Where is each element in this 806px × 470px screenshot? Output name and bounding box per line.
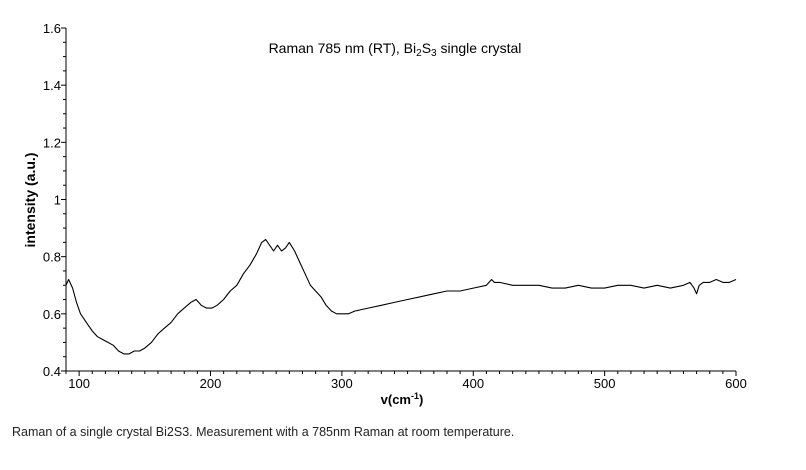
y-axis-label: intensity (a.u.) xyxy=(22,153,38,248)
y-tick-label: 1.4 xyxy=(43,78,61,93)
x-tick-label: 100 xyxy=(68,376,90,391)
x-axis-label: v(cm-1) xyxy=(381,391,424,407)
x-tick-label: 200 xyxy=(200,376,222,391)
x-tick-label: 600 xyxy=(725,376,747,391)
x-tick-label: 400 xyxy=(462,376,484,391)
y-tick-label: 1.6 xyxy=(43,21,61,36)
ticks: 0.4 0.6 0.8 1 1.2 1.4 1.6 100 200 300 400 500 600 xyxy=(43,21,747,391)
y-tick-label: 1 xyxy=(54,193,61,208)
figure-caption: Raman of a single crystal Bi2S3. Measure… xyxy=(12,425,515,439)
spectrum-line xyxy=(65,238,737,355)
y-tick-label: 1.2 xyxy=(43,135,61,150)
raman-chart: Raman 785 nm (RT), Bi2S3 single crystal … xyxy=(22,21,747,407)
y-tick-label: 0.6 xyxy=(43,307,61,322)
x-tick-label: 300 xyxy=(331,376,353,391)
x-tick-label: 500 xyxy=(594,376,616,391)
chart-title: Raman 785 nm (RT), Bi2S3 single crystal xyxy=(269,40,522,59)
y-tick-label: 0.4 xyxy=(43,364,61,379)
axes xyxy=(65,28,736,372)
y-tick-label: 0.8 xyxy=(43,250,61,265)
